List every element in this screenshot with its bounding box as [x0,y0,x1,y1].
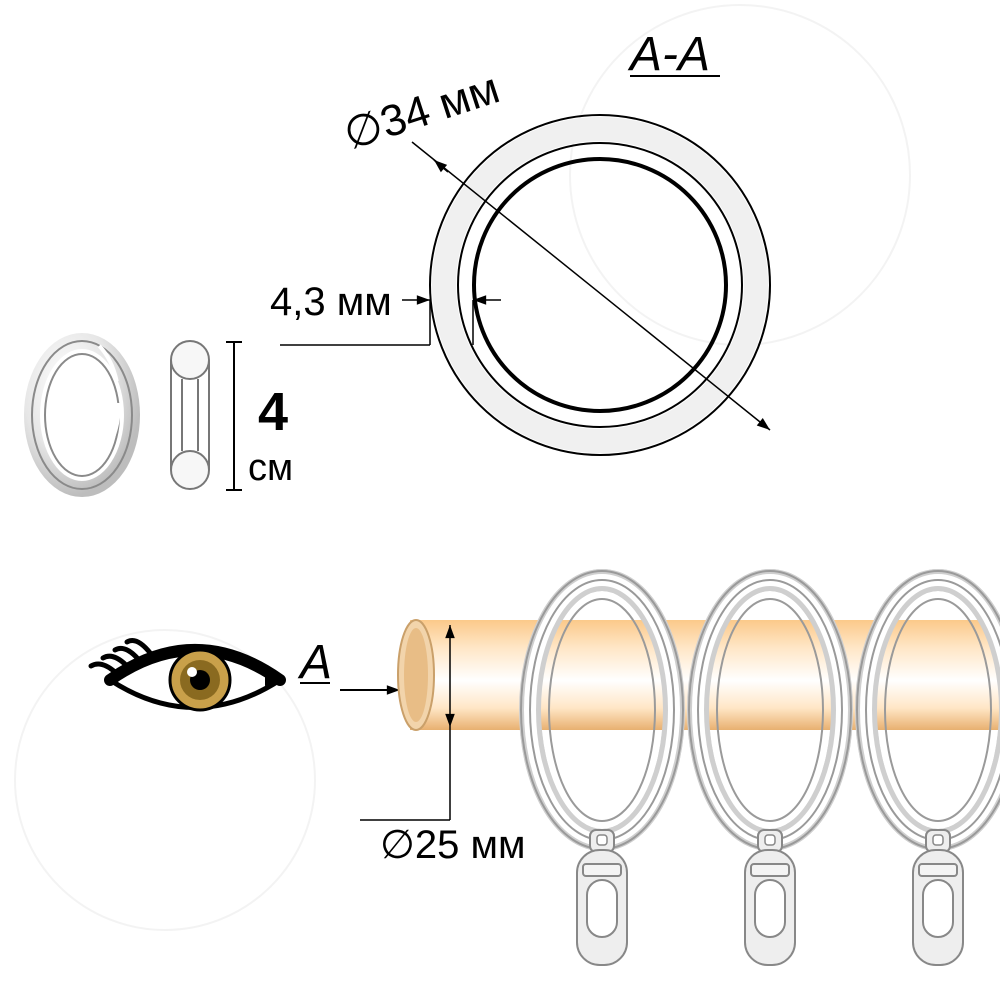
outer-diameter-label: ∅34 мм [338,63,505,159]
thickness-label: 4,3 мм [270,280,392,324]
ring-side-views [29,334,209,489]
height-unit: см [248,447,293,489]
rod-assembly [398,571,1000,965]
curtain-hook [577,830,627,965]
height-value: 4 [258,382,288,442]
technical-diagram: A-A ∅34 мм 4,3 мм 4 см A ∅25 мм [0,0,1000,1000]
curtain-hook [913,830,963,965]
rod-diameter-label: ∅25 мм [380,823,525,867]
view-label: A [297,636,332,689]
section-title: A-A [627,28,710,81]
curtain-hook [745,830,795,965]
view-direction [91,641,280,711]
watermark-circle [570,5,910,345]
ring-section-view [430,115,770,455]
